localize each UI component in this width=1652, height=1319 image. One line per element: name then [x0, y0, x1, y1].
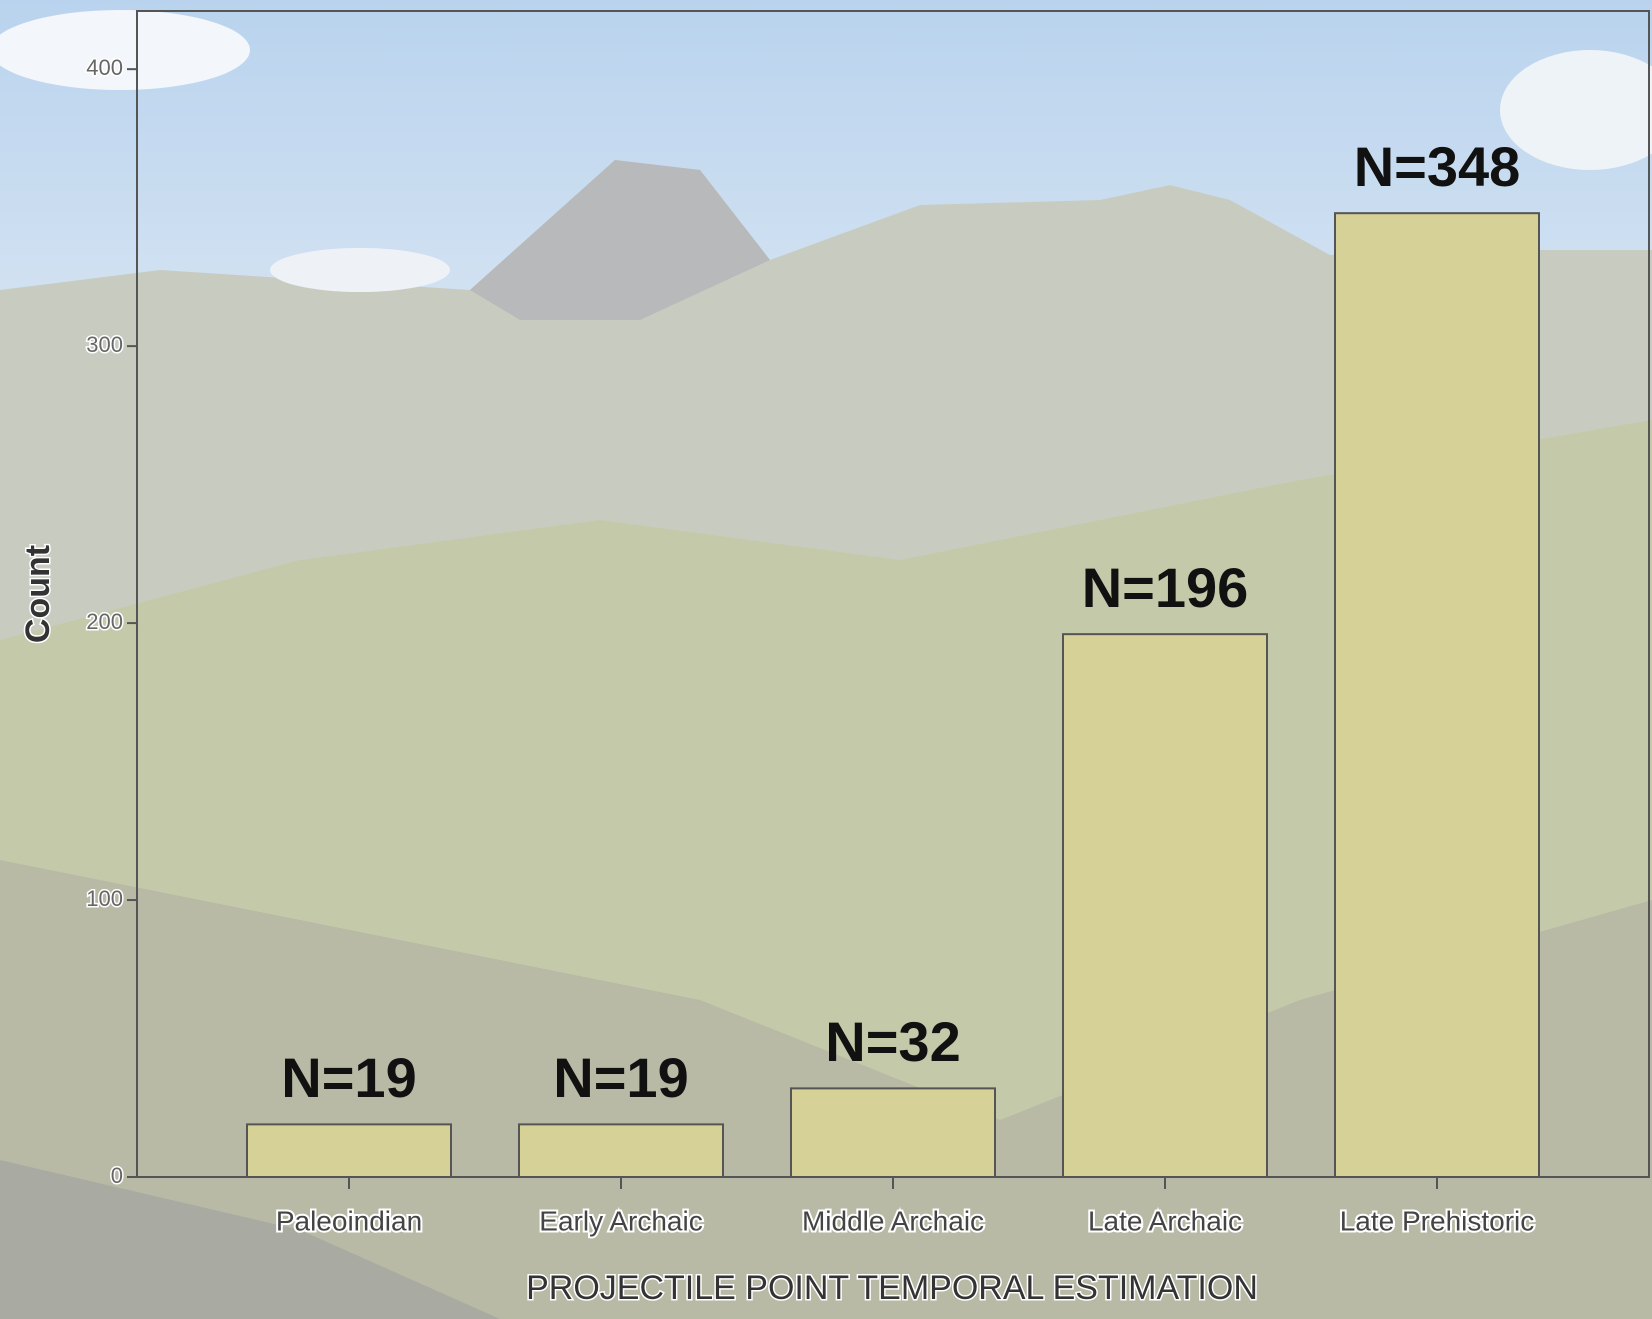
bar [790, 1087, 996, 1178]
bar [1062, 633, 1268, 1178]
x-tick-label: Early Archaic [539, 1205, 702, 1236]
y-tick-label: 300 [86, 332, 123, 357]
y-axis-title: Count [19, 545, 57, 643]
x-tick-label: Late Archaic [1088, 1205, 1242, 1236]
y-tick-label: 100 [86, 886, 123, 911]
value-label: N=19 [281, 1046, 416, 1109]
y-tick-label: 0 [111, 1163, 123, 1188]
x-tick-label: Middle Archaic [802, 1205, 984, 1236]
bar [1334, 212, 1540, 1178]
value-label: N=32 [825, 1010, 960, 1073]
x-tick-label: Paleoindian [276, 1205, 422, 1236]
value-label: N=196 [1082, 556, 1249, 619]
value-label: N=19 [553, 1046, 688, 1109]
x-tick-label: Late Prehistoric [1340, 1205, 1535, 1236]
bar [518, 1123, 724, 1179]
value-label: N=348 [1354, 135, 1521, 198]
bar [246, 1123, 452, 1179]
y-tick-label: 200 [86, 609, 123, 634]
x-axis-title: PROJECTILE POINT TEMPORAL ESTIMATION [526, 1269, 1258, 1307]
y-tick-label: 400 [86, 55, 123, 80]
